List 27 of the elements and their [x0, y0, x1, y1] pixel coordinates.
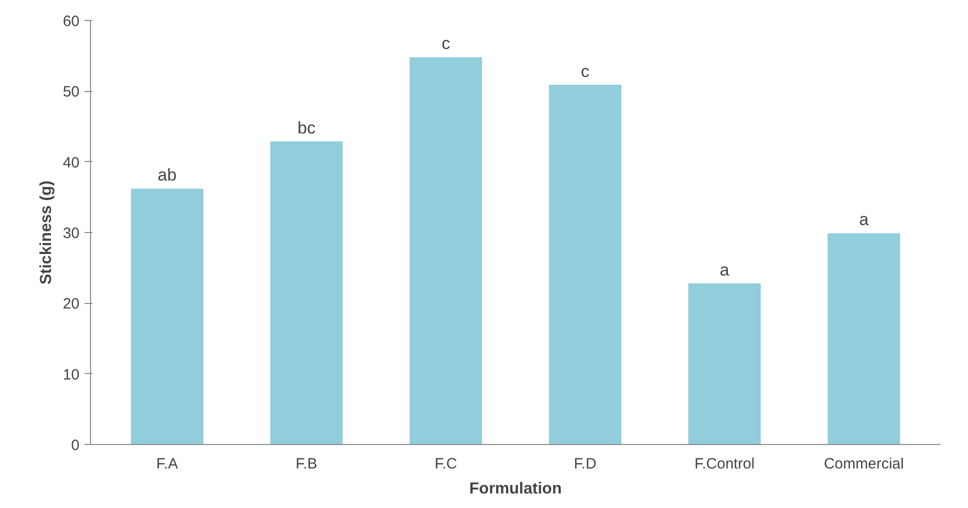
y-tick-label: 60 — [62, 13, 80, 30]
annotation: a — [720, 260, 730, 280]
bar — [270, 141, 343, 444]
x-tick-label: F.B — [296, 456, 318, 472]
bar — [548, 84, 622, 444]
y-axis-title: Stickiness (g) — [38, 180, 55, 285]
bar — [410, 57, 482, 444]
bar — [130, 188, 204, 444]
y-tick-label: 40 — [62, 154, 80, 172]
bar — [828, 233, 900, 444]
annotation: ab — [158, 166, 177, 185]
annotation: c — [442, 34, 451, 54]
x-tick-label: Commercial — [824, 456, 904, 472]
x-tick-label: F.Control — [694, 456, 755, 472]
annotation: bc — [298, 118, 316, 138]
y-tick-label: 20 — [62, 296, 80, 313]
x-tick-label: F.A — [156, 456, 178, 472]
x-tick-label: F.C — [434, 456, 458, 472]
annotation: c — [580, 62, 590, 81]
y-tick-label: 50 — [62, 84, 80, 101]
y-tick-label: 30 — [62, 225, 80, 242]
y-tick-label: 0 — [71, 437, 80, 454]
bar — [688, 283, 761, 444]
x-tick-label: F.D — [574, 456, 597, 472]
x-axis-title: Formulation — [469, 480, 562, 498]
y-tick-label: 10 — [62, 366, 80, 384]
annotation: a — [859, 210, 870, 230]
